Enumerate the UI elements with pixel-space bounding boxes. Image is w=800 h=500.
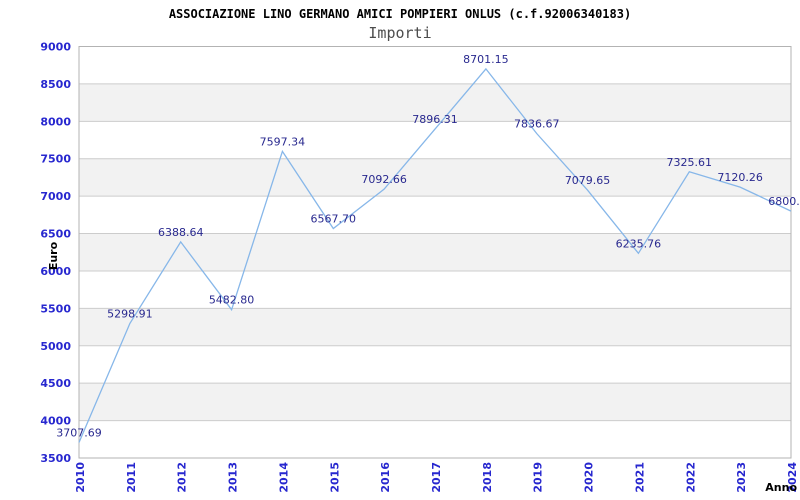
x-tick-label: 2011 <box>125 462 138 493</box>
plot-band <box>79 196 791 234</box>
point-label: 3707.69 <box>56 426 102 439</box>
point-label: 7079.65 <box>565 174 611 187</box>
x-axis-title: Anno <box>765 481 797 494</box>
x-tick-label: 2023 <box>735 462 748 493</box>
y-tick-label: 6500 <box>40 228 71 241</box>
point-label: 5482.80 <box>209 294 255 307</box>
plot-border <box>78 46 792 459</box>
plot-band <box>79 420 791 458</box>
x-tick-label: 2024 <box>786 462 799 493</box>
x-tick-label: 2018 <box>481 462 494 493</box>
y-tick-label: 3500 <box>40 452 71 465</box>
point-label: 5298.91 <box>107 307 153 320</box>
plot-band <box>79 383 791 421</box>
x-tick-label: 2012 <box>176 462 189 493</box>
x-tick-label: 2020 <box>583 462 596 493</box>
chart-title: ASSOCIAZIONE LINO GERMANO AMICI POMPIERI… <box>168 7 632 21</box>
y-tick-label: 4000 <box>40 415 71 428</box>
y-tick-label: 9000 <box>40 41 71 54</box>
point-label: 8701.15 <box>463 53 509 66</box>
y-tick-label: 8500 <box>40 78 71 91</box>
chart-subtitle: Importi <box>368 24 432 42</box>
plot-band <box>79 83 791 122</box>
x-tick-label: 2010 <box>74 462 87 493</box>
y-tick-label: 4500 <box>40 377 71 390</box>
x-tick-label: 2019 <box>532 462 545 493</box>
point-label: 7896.31 <box>412 113 458 126</box>
plot-band <box>79 345 791 384</box>
y-tick-label: 6000 <box>40 265 71 278</box>
x-tick-label: 2021 <box>633 462 646 493</box>
point-label: 6235.76 <box>616 237 662 250</box>
y-tick-label: 7000 <box>40 190 71 203</box>
x-tick-label: 2022 <box>684 462 697 493</box>
point-label: 6388.64 <box>158 226 204 239</box>
point-label: 6567.70 <box>311 212 357 225</box>
x-tick-label: 2016 <box>379 462 392 493</box>
y-tick-label: 8000 <box>40 115 71 128</box>
y-tick-label: 5500 <box>40 302 71 315</box>
y-axis-title: Euro <box>47 241 60 270</box>
point-label: 7092.66 <box>361 173 407 186</box>
plot-band <box>79 233 791 271</box>
x-tick-label: 2014 <box>277 462 290 493</box>
plot-band <box>79 46 791 84</box>
point-label: 7120.26 <box>717 171 763 184</box>
plot-band <box>79 158 791 197</box>
plot-band <box>79 121 791 159</box>
y-tick-label: 5000 <box>40 340 71 353</box>
point-label: 7836.67 <box>514 118 560 131</box>
x-tick-label: 2013 <box>227 462 240 493</box>
x-tick-label: 2015 <box>328 462 341 493</box>
y-tick-label: 7500 <box>40 153 71 166</box>
point-label: 6800.26 <box>768 195 800 208</box>
point-label: 7597.34 <box>260 135 306 148</box>
plot-band <box>79 270 791 309</box>
x-tick-label: 2017 <box>430 462 443 493</box>
plot-band <box>79 308 791 346</box>
data-line <box>78 67 792 443</box>
point-label: 7325.61 <box>667 156 713 169</box>
